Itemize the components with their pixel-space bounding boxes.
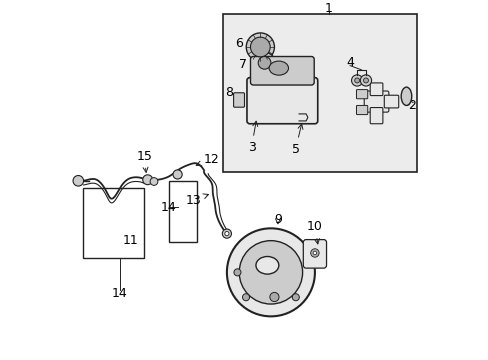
Text: 1: 1 — [325, 2, 332, 15]
Circle shape — [239, 240, 302, 304]
Circle shape — [269, 292, 279, 302]
Circle shape — [150, 177, 158, 185]
FancyBboxPatch shape — [303, 240, 326, 268]
Ellipse shape — [400, 87, 411, 105]
Circle shape — [233, 269, 241, 276]
Bar — [223, 14, 416, 172]
Text: 2: 2 — [407, 99, 415, 112]
Ellipse shape — [255, 256, 278, 274]
FancyBboxPatch shape — [250, 57, 314, 85]
Text: 4: 4 — [346, 57, 353, 69]
Circle shape — [360, 75, 371, 86]
Text: 3: 3 — [247, 121, 257, 154]
Circle shape — [250, 37, 270, 57]
Bar — [82, 188, 144, 258]
Circle shape — [310, 249, 319, 257]
Text: 13: 13 — [185, 194, 208, 207]
Bar — [168, 181, 197, 242]
Text: 6: 6 — [235, 37, 252, 50]
FancyBboxPatch shape — [356, 105, 367, 114]
Ellipse shape — [268, 61, 288, 75]
Text: 14: 14 — [111, 287, 127, 300]
Text: 15: 15 — [136, 150, 152, 172]
FancyBboxPatch shape — [369, 83, 382, 96]
Circle shape — [242, 294, 249, 301]
Circle shape — [224, 231, 228, 236]
Circle shape — [226, 228, 314, 316]
Text: 11: 11 — [122, 234, 138, 247]
Circle shape — [142, 175, 152, 185]
Text: 9: 9 — [273, 213, 281, 226]
Text: 14: 14 — [161, 201, 176, 214]
Circle shape — [253, 52, 275, 73]
Text: 7: 7 — [238, 58, 259, 71]
Text: 5: 5 — [291, 124, 302, 156]
Circle shape — [354, 78, 359, 83]
Circle shape — [173, 170, 182, 179]
Circle shape — [363, 78, 367, 83]
Circle shape — [246, 33, 274, 61]
FancyBboxPatch shape — [233, 93, 244, 107]
Circle shape — [351, 75, 362, 86]
Text: 10: 10 — [306, 220, 322, 244]
Circle shape — [312, 251, 316, 255]
Circle shape — [73, 176, 83, 186]
Text: 8: 8 — [224, 86, 239, 99]
FancyBboxPatch shape — [246, 78, 317, 124]
FancyBboxPatch shape — [369, 108, 382, 124]
Circle shape — [222, 229, 231, 238]
Circle shape — [258, 57, 270, 69]
Text: 12: 12 — [196, 153, 219, 166]
Circle shape — [292, 294, 299, 301]
FancyBboxPatch shape — [364, 91, 388, 112]
FancyBboxPatch shape — [384, 95, 398, 108]
FancyBboxPatch shape — [356, 90, 367, 99]
